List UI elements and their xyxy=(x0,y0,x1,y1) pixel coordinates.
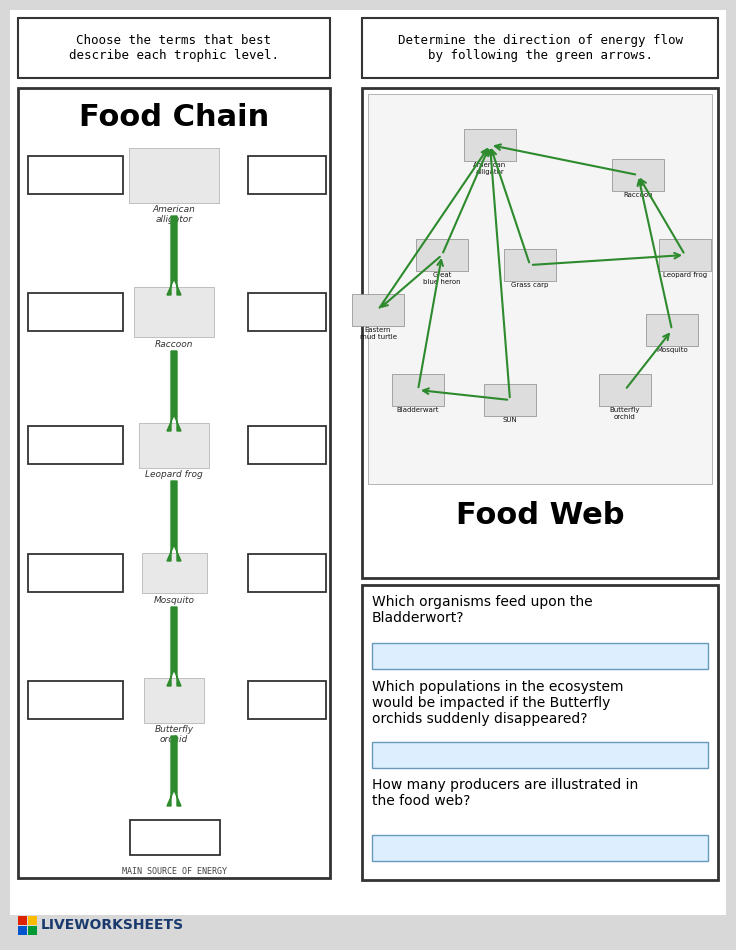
Bar xyxy=(372,643,708,669)
Text: Eastern
mud turtle: Eastern mud turtle xyxy=(359,327,397,340)
Bar xyxy=(372,742,708,768)
Text: Mosquito: Mosquito xyxy=(154,596,194,605)
Text: Leopard frog: Leopard frog xyxy=(145,470,203,479)
Text: American
alligator: American alligator xyxy=(152,205,196,224)
Polygon shape xyxy=(167,607,181,686)
Bar xyxy=(28,916,37,925)
Bar xyxy=(28,554,123,592)
Text: LIVEWORKSHEETS: LIVEWORKSHEETS xyxy=(41,918,184,932)
Bar xyxy=(18,916,27,925)
Bar xyxy=(130,820,220,855)
Bar xyxy=(659,239,711,271)
Polygon shape xyxy=(167,481,181,561)
Bar xyxy=(139,423,209,468)
Text: How many producers are illustrated in
the food web?: How many producers are illustrated in th… xyxy=(372,778,638,808)
Text: Butterfly
orchid: Butterfly orchid xyxy=(155,725,194,745)
Text: Leopard frog: Leopard frog xyxy=(663,272,707,278)
Bar xyxy=(599,374,651,406)
Bar xyxy=(28,426,123,464)
Text: Determine the direction of energy flow
by following the green arrows.: Determine the direction of energy flow b… xyxy=(397,34,682,62)
Text: Which populations in the ecosystem
would be impacted if the Butterfly
orchids su: Which populations in the ecosystem would… xyxy=(372,680,623,727)
Text: Bladderwart: Bladderwart xyxy=(397,407,439,413)
Text: Butterfly
orchid: Butterfly orchid xyxy=(609,407,640,420)
Bar xyxy=(416,239,468,271)
Bar xyxy=(18,926,27,935)
Bar xyxy=(368,94,712,484)
Bar xyxy=(18,18,330,78)
Bar xyxy=(129,148,219,203)
Polygon shape xyxy=(167,216,181,295)
Bar xyxy=(248,293,326,331)
Bar xyxy=(134,287,214,337)
Bar xyxy=(18,88,330,878)
Bar xyxy=(362,18,718,78)
Bar xyxy=(28,681,123,719)
Text: Food Chain: Food Chain xyxy=(79,104,269,132)
Bar xyxy=(372,835,708,861)
Text: Grass carp: Grass carp xyxy=(512,282,548,288)
Bar xyxy=(362,88,718,578)
Bar xyxy=(646,314,698,346)
Bar xyxy=(142,553,207,593)
Bar xyxy=(28,926,37,935)
Text: Mosquito: Mosquito xyxy=(656,347,688,353)
Bar xyxy=(144,678,204,723)
Bar xyxy=(248,554,326,592)
Bar xyxy=(248,681,326,719)
Polygon shape xyxy=(167,736,181,806)
Bar xyxy=(248,156,326,194)
Text: SUN: SUN xyxy=(503,417,517,423)
Text: Food Web: Food Web xyxy=(456,501,624,529)
Bar xyxy=(28,156,123,194)
Bar xyxy=(362,585,718,880)
Bar xyxy=(352,294,404,326)
Polygon shape xyxy=(167,351,181,431)
Text: MAIN SOURCE OF ENERGY: MAIN SOURCE OF ENERGY xyxy=(121,867,227,876)
Bar xyxy=(612,159,664,191)
Bar xyxy=(484,384,536,416)
Bar xyxy=(504,249,556,281)
Text: Raccoon: Raccoon xyxy=(155,340,194,349)
Text: American
alligator: American alligator xyxy=(473,162,506,175)
Bar xyxy=(248,426,326,464)
Text: Raccoon: Raccoon xyxy=(623,192,653,198)
Bar xyxy=(464,129,516,161)
Text: Choose the terms that best
describe each trophic level.: Choose the terms that best describe each… xyxy=(69,34,279,62)
Text: Great
blue heron: Great blue heron xyxy=(423,272,461,285)
Bar xyxy=(28,293,123,331)
Bar xyxy=(392,374,444,406)
Text: Which organisms feed upon the
Bladderwort?: Which organisms feed upon the Bladderwor… xyxy=(372,595,592,625)
